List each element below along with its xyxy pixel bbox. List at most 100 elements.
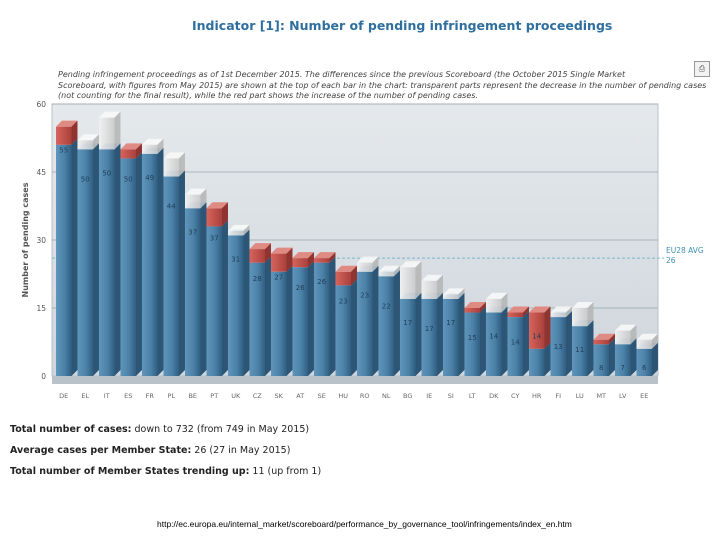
decrease-segment-front	[550, 312, 566, 318]
increase-segment-top	[464, 302, 486, 308]
bar-front	[486, 312, 502, 376]
bar	[421, 292, 443, 376]
x-tick-label: RO	[360, 392, 370, 400]
decrease-segment-top	[77, 134, 99, 141]
increase-segment	[292, 252, 314, 268]
x-tick-label: LV	[619, 392, 627, 400]
decrease-segment-front	[357, 262, 373, 272]
value-label: 6	[642, 364, 647, 372]
value-label: 14	[489, 333, 498, 341]
bar-side	[71, 138, 78, 376]
bar-front	[464, 312, 480, 376]
increase-segment	[314, 252, 336, 263]
decrease-segment-top	[636, 333, 658, 340]
bar-side	[544, 342, 551, 376]
decrease-segment-top	[550, 306, 572, 313]
increase-segment-side	[479, 302, 486, 313]
y-axis-label: Number of pending cases	[21, 182, 30, 297]
bar-front	[56, 144, 72, 376]
decrease-segment-side	[587, 302, 594, 327]
stat-average-cases: Average cases per Member State: 26 (27 i…	[10, 445, 291, 456]
decrease-segment-top	[443, 288, 465, 295]
decrease-segment-side	[114, 111, 121, 150]
value-label: 17	[446, 319, 455, 327]
increase-segment-front	[249, 249, 265, 263]
value-label: 22	[382, 302, 391, 310]
print-icon[interactable]: ⎙	[694, 61, 710, 77]
average-value: 26	[666, 256, 676, 265]
decrease-segment-top	[99, 111, 121, 118]
bar-side	[458, 292, 465, 376]
value-label: 31	[231, 255, 240, 263]
bar-front	[636, 348, 652, 376]
decrease-segment-front	[77, 140, 93, 150]
bar	[443, 292, 465, 376]
increase-segment-front	[314, 258, 330, 263]
increase-segment	[593, 333, 615, 345]
x-tick-label: MT	[596, 392, 606, 400]
value-label: 17	[425, 325, 434, 333]
bar-side	[157, 147, 164, 376]
decrease-segment-side	[243, 224, 250, 236]
bar-side	[479, 306, 486, 376]
bar-side	[350, 279, 357, 376]
bar	[357, 265, 379, 376]
value-label: 14	[532, 333, 541, 341]
value-label: 13	[554, 343, 563, 351]
increase-segment-side	[307, 252, 314, 268]
source-url[interactable]: http://ec.europa.eu/internal_market/scor…	[157, 519, 572, 529]
decrease-segment	[378, 265, 400, 277]
bar	[271, 265, 293, 376]
bar-side	[307, 261, 314, 376]
decrease-segment	[636, 333, 658, 349]
bar-front	[615, 344, 631, 376]
decrease-segment-side	[178, 152, 185, 177]
decrease-segment-front	[185, 194, 201, 209]
bar	[228, 229, 250, 376]
decrease-segment-top	[572, 302, 594, 308]
bar-side	[178, 170, 185, 376]
x-tick-label: IE	[426, 392, 432, 400]
decrease-segment-front	[378, 271, 394, 277]
increase-segment-side	[608, 333, 615, 345]
x-tick-label: NL	[382, 392, 391, 400]
decrease-segment-side	[372, 256, 379, 272]
bar-side	[501, 306, 508, 376]
bar-front	[507, 317, 523, 376]
bar-front	[443, 298, 459, 376]
bar-front	[228, 235, 244, 376]
decrease-segment	[615, 324, 637, 345]
value-label: 50	[124, 175, 133, 183]
value-label: 44	[167, 203, 176, 211]
x-tick-label: LT	[469, 392, 476, 400]
increase-segment	[271, 247, 293, 272]
bar-side	[286, 265, 293, 376]
increase-segment-front	[464, 308, 480, 313]
increase-segment-front	[292, 258, 308, 268]
increase-segment	[464, 302, 486, 313]
x-tick-label: ES	[124, 392, 132, 400]
bar-front	[572, 326, 588, 376]
decrease-segment-top	[378, 265, 400, 272]
increase-segment-side	[544, 306, 551, 349]
bar	[400, 292, 422, 376]
increase-segment	[56, 120, 78, 145]
decrease-segment	[486, 292, 508, 313]
decrease-segment-top	[421, 274, 443, 281]
bar-front	[271, 271, 287, 376]
decrease-segment	[443, 288, 465, 299]
increase-segment-top	[335, 265, 357, 272]
bar-front	[593, 344, 609, 376]
decrease-segment-front	[142, 144, 158, 154]
x-tick-label: BG	[403, 392, 412, 400]
caption-line: Scoreboard, with figures from May 2015) …	[58, 80, 707, 90]
x-tick-label: IT	[104, 392, 110, 400]
decrease-segment	[421, 274, 443, 299]
x-tick-label: HR	[532, 392, 542, 400]
bar-side	[565, 311, 572, 376]
value-label: 28	[253, 275, 262, 283]
decrease-segment-front	[163, 158, 179, 177]
bar-front	[400, 298, 416, 376]
bar-front	[163, 176, 179, 376]
increase-segment	[507, 306, 529, 318]
